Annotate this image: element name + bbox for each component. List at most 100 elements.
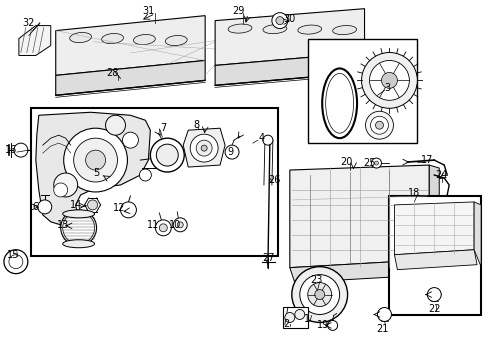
- Circle shape: [9, 255, 23, 269]
- Text: 23: 23: [310, 275, 322, 285]
- Circle shape: [374, 161, 378, 165]
- Text: 4: 4: [258, 133, 264, 143]
- Ellipse shape: [322, 68, 356, 138]
- Text: 8: 8: [193, 120, 199, 130]
- Circle shape: [177, 222, 183, 228]
- Text: 15: 15: [7, 250, 19, 260]
- Ellipse shape: [227, 24, 251, 33]
- Circle shape: [263, 135, 272, 145]
- Text: 25: 25: [363, 158, 375, 168]
- Polygon shape: [183, 128, 224, 167]
- Text: 31: 31: [142, 6, 154, 15]
- Circle shape: [371, 158, 381, 168]
- Text: 18: 18: [407, 188, 420, 198]
- Circle shape: [87, 200, 98, 210]
- Polygon shape: [394, 250, 476, 270]
- Circle shape: [14, 143, 28, 157]
- Circle shape: [307, 283, 331, 306]
- Text: 20: 20: [340, 157, 352, 167]
- Ellipse shape: [297, 25, 321, 34]
- Text: 2: 2: [283, 319, 289, 329]
- Circle shape: [299, 275, 339, 315]
- Text: 6: 6: [33, 202, 39, 212]
- Circle shape: [105, 115, 125, 135]
- Text: 21: 21: [375, 324, 388, 334]
- Circle shape: [38, 200, 52, 214]
- Bar: [31, 108, 277, 256]
- Text: 24: 24: [434, 170, 447, 180]
- Circle shape: [63, 128, 127, 192]
- Polygon shape: [56, 15, 205, 75]
- Circle shape: [291, 267, 347, 323]
- Circle shape: [224, 145, 239, 159]
- Circle shape: [85, 150, 105, 170]
- Polygon shape: [473, 202, 480, 267]
- Text: 13: 13: [57, 220, 69, 230]
- Circle shape: [4, 250, 28, 274]
- Ellipse shape: [325, 73, 353, 133]
- Text: 7: 7: [160, 123, 166, 133]
- Circle shape: [314, 289, 324, 300]
- Text: 19: 19: [316, 320, 328, 330]
- Polygon shape: [289, 165, 428, 268]
- Circle shape: [173, 218, 187, 232]
- Circle shape: [122, 132, 138, 148]
- Circle shape: [271, 13, 287, 28]
- Circle shape: [285, 312, 294, 323]
- Circle shape: [196, 140, 212, 156]
- Polygon shape: [36, 112, 150, 225]
- Text: 26: 26: [268, 175, 281, 185]
- Circle shape: [62, 212, 94, 244]
- Text: 5: 5: [93, 168, 100, 178]
- Polygon shape: [428, 165, 438, 275]
- Polygon shape: [289, 260, 433, 283]
- Text: 28: 28: [106, 68, 119, 78]
- Circle shape: [190, 134, 218, 162]
- Ellipse shape: [62, 240, 94, 248]
- Text: 10: 10: [169, 220, 181, 230]
- Text: 27: 27: [262, 253, 275, 263]
- Bar: [307, 39, 416, 143]
- Text: 29: 29: [231, 6, 244, 15]
- Ellipse shape: [332, 26, 356, 35]
- Text: 1: 1: [303, 314, 309, 324]
- Circle shape: [74, 138, 117, 182]
- Text: 30: 30: [283, 14, 295, 24]
- Bar: [282, 306, 307, 328]
- Circle shape: [375, 121, 383, 129]
- Circle shape: [370, 116, 387, 134]
- Polygon shape: [56, 60, 205, 95]
- Circle shape: [120, 202, 136, 218]
- Circle shape: [54, 173, 78, 197]
- Circle shape: [156, 144, 178, 166]
- Circle shape: [427, 288, 440, 302]
- Polygon shape: [215, 53, 364, 85]
- Circle shape: [365, 111, 393, 139]
- Ellipse shape: [62, 210, 94, 218]
- Text: 32: 32: [22, 18, 35, 28]
- Text: 9: 9: [226, 147, 233, 157]
- Text: 22: 22: [427, 305, 440, 315]
- Ellipse shape: [133, 35, 155, 45]
- Circle shape: [155, 220, 171, 236]
- Text: 17: 17: [420, 155, 432, 165]
- Circle shape: [150, 138, 184, 172]
- Text: 16: 16: [5, 145, 17, 155]
- Ellipse shape: [102, 33, 123, 44]
- Text: 11: 11: [147, 220, 159, 230]
- Circle shape: [54, 183, 67, 197]
- Bar: [388, 196, 480, 315]
- Polygon shape: [19, 26, 51, 55]
- Text: 12: 12: [113, 203, 125, 213]
- Circle shape: [369, 60, 408, 100]
- Ellipse shape: [70, 32, 91, 42]
- Circle shape: [159, 224, 167, 232]
- Circle shape: [327, 320, 337, 330]
- Circle shape: [275, 17, 283, 24]
- Circle shape: [381, 72, 397, 88]
- Circle shape: [201, 145, 207, 151]
- Ellipse shape: [165, 36, 187, 46]
- Polygon shape: [215, 9, 364, 66]
- Circle shape: [377, 307, 390, 321]
- Text: 3: 3: [384, 84, 390, 93]
